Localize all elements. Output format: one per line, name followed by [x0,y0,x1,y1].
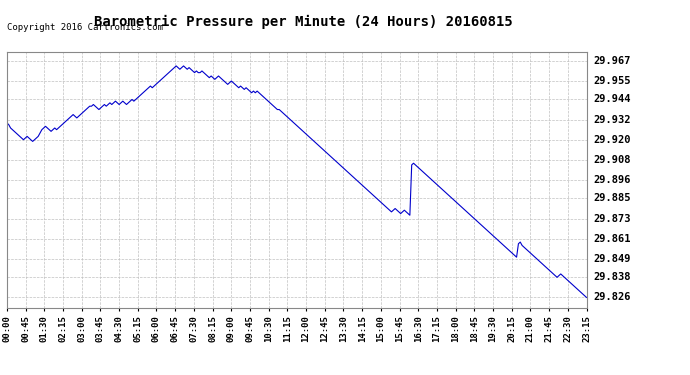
Text: 29.955: 29.955 [593,76,631,86]
Text: 29.944: 29.944 [593,94,631,105]
Text: 29.967: 29.967 [593,56,631,66]
Text: 29.896: 29.896 [593,175,631,185]
Text: Barometric Pressure per Minute (24 Hours) 20160815: Barometric Pressure per Minute (24 Hours… [95,15,513,29]
Text: 29.908: 29.908 [593,155,631,165]
Text: Copyright 2016 Cartronics.com: Copyright 2016 Cartronics.com [7,22,163,32]
Text: 29.920: 29.920 [593,135,631,145]
Text: 29.849: 29.849 [593,254,631,264]
Text: 29.873: 29.873 [593,214,631,223]
Text: 29.838: 29.838 [593,272,631,282]
Text: 29.826: 29.826 [593,292,631,302]
Text: 29.932: 29.932 [593,115,631,125]
Text: 29.861: 29.861 [593,234,631,244]
Text: Pressure  (Inches/Hg): Pressure (Inches/Hg) [442,16,565,27]
Text: 29.885: 29.885 [593,194,631,204]
